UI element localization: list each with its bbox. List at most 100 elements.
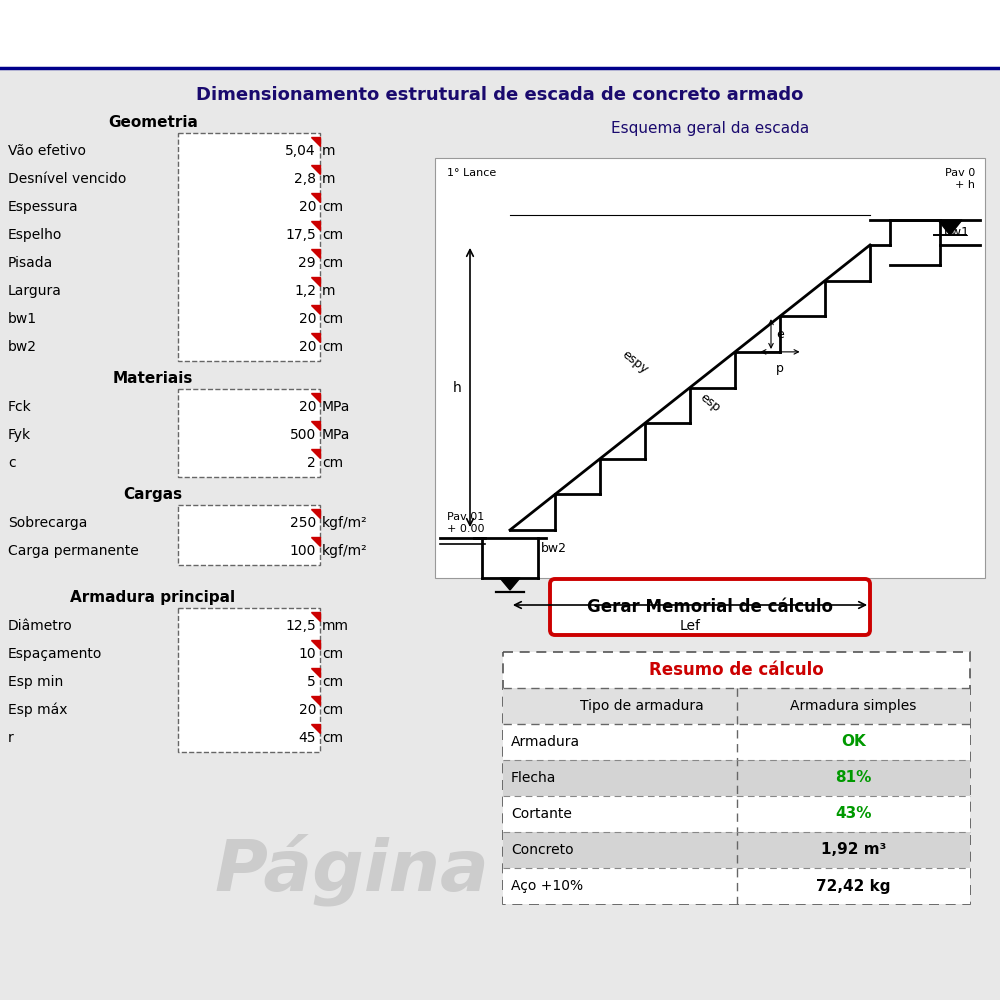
Text: Resumo de cálculo: Resumo de cálculo [649, 661, 824, 679]
Text: Geometria: Geometria [108, 115, 198, 130]
Text: m: m [322, 172, 336, 186]
Text: Carga permanente: Carga permanente [8, 544, 139, 558]
Text: cm: cm [322, 256, 343, 270]
Text: 72,42 kg: 72,42 kg [816, 879, 891, 894]
Text: 20: 20 [298, 312, 316, 326]
FancyBboxPatch shape [178, 389, 320, 477]
Text: cm: cm [322, 703, 343, 717]
Text: Armadura: Armadura [511, 735, 580, 749]
Text: 2: 2 [307, 456, 316, 470]
Polygon shape [311, 249, 320, 258]
Text: m: m [322, 144, 336, 158]
Text: Esquema geral da escada: Esquema geral da escada [611, 120, 809, 135]
Polygon shape [311, 305, 320, 314]
FancyBboxPatch shape [178, 133, 320, 361]
Text: r: r [8, 731, 14, 745]
Text: Materiais: Materiais [113, 371, 193, 386]
Bar [503, 724, 970, 760]
Text: 100: 100 [290, 544, 316, 558]
Text: bw1: bw1 [944, 226, 970, 239]
Bar [503, 796, 970, 832]
Text: MPa: MPa [322, 428, 350, 442]
Text: cm: cm [322, 731, 343, 745]
Polygon shape [311, 333, 320, 342]
Text: cm: cm [322, 312, 343, 326]
Text: 17,5: 17,5 [285, 228, 316, 242]
Polygon shape [311, 421, 320, 430]
Text: 29: 29 [298, 256, 316, 270]
Text: 45: 45 [298, 731, 316, 745]
Polygon shape [311, 668, 320, 677]
Text: Lef: Lef [680, 619, 700, 633]
Text: 1,2: 1,2 [294, 284, 316, 298]
Text: 5,04: 5,04 [285, 144, 316, 158]
Text: Esp min: Esp min [8, 675, 63, 689]
Text: cm: cm [322, 456, 343, 470]
Polygon shape [311, 165, 320, 174]
Text: 10: 10 [298, 647, 316, 661]
Polygon shape [311, 640, 320, 649]
Polygon shape [311, 509, 320, 518]
Text: espy: espy [619, 348, 651, 377]
Text: MPa: MPa [322, 400, 350, 414]
Text: Espessura: Espessura [8, 200, 79, 214]
Text: 250: 250 [290, 516, 316, 530]
Text: Cargas: Cargas [123, 487, 183, 502]
Text: Fyk: Fyk [8, 428, 31, 442]
Text: Dimensionamento estrutural de escada de concreto armado: Dimensionamento estrutural de escada de … [196, 86, 804, 104]
Text: + 0.00: + 0.00 [447, 524, 484, 534]
Text: h: h [453, 380, 462, 394]
Text: Gerar Memorial de cálculo: Gerar Memorial de cálculo [587, 598, 833, 616]
Text: p: p [776, 362, 784, 375]
Polygon shape [500, 578, 520, 590]
FancyBboxPatch shape [178, 505, 320, 565]
Polygon shape [311, 137, 320, 146]
Polygon shape [311, 277, 320, 286]
Text: Espelho: Espelho [8, 228, 62, 242]
Text: 81%: 81% [835, 770, 871, 786]
Text: Armadura simples: Armadura simples [790, 699, 916, 713]
Polygon shape [938, 220, 962, 235]
Polygon shape [311, 612, 320, 621]
Text: 20: 20 [298, 340, 316, 354]
Text: cm: cm [322, 228, 343, 242]
Text: cm: cm [322, 647, 343, 661]
Text: m: m [322, 284, 336, 298]
Text: Flecha: Flecha [511, 771, 556, 785]
Bar [435, 158, 985, 578]
Bar [503, 688, 970, 724]
Text: Cortante: Cortante [511, 807, 572, 821]
Text: cm: cm [322, 200, 343, 214]
Text: Pisada: Pisada [8, 256, 53, 270]
Text: + h: + h [955, 180, 975, 190]
Text: esp: esp [697, 391, 723, 414]
Polygon shape [311, 393, 320, 402]
Text: bw1: bw1 [8, 312, 37, 326]
Text: Tipo de armadura: Tipo de armadura [580, 699, 704, 713]
Text: 1° Lance: 1° Lance [447, 168, 496, 178]
Text: Desnível vencido: Desnível vencido [8, 172, 126, 186]
FancyBboxPatch shape [503, 652, 970, 904]
Text: Aço +10%: Aço +10% [511, 879, 583, 893]
Text: Diâmetro: Diâmetro [8, 619, 73, 633]
Text: Pav 01: Pav 01 [447, 512, 484, 522]
Bar [503, 832, 970, 868]
Text: c: c [8, 456, 16, 470]
Polygon shape [311, 221, 320, 230]
Text: 2,8: 2,8 [294, 172, 316, 186]
Text: Vão efetivo: Vão efetivo [8, 144, 86, 158]
Text: bw2: bw2 [8, 340, 37, 354]
Text: bw2: bw2 [541, 542, 567, 554]
Text: 43%: 43% [835, 806, 872, 822]
Polygon shape [311, 193, 320, 202]
Text: Página 1: Página 1 [215, 834, 565, 906]
Text: kgf/m²: kgf/m² [322, 544, 368, 558]
Text: Fck: Fck [8, 400, 32, 414]
Text: 20: 20 [298, 400, 316, 414]
Text: 1,92 m³: 1,92 m³ [821, 842, 886, 857]
Text: Concreto: Concreto [511, 843, 574, 857]
Text: 12,5: 12,5 [285, 619, 316, 633]
Text: 20: 20 [298, 703, 316, 717]
Text: 20: 20 [298, 200, 316, 214]
Text: Espaçamento: Espaçamento [8, 647, 102, 661]
